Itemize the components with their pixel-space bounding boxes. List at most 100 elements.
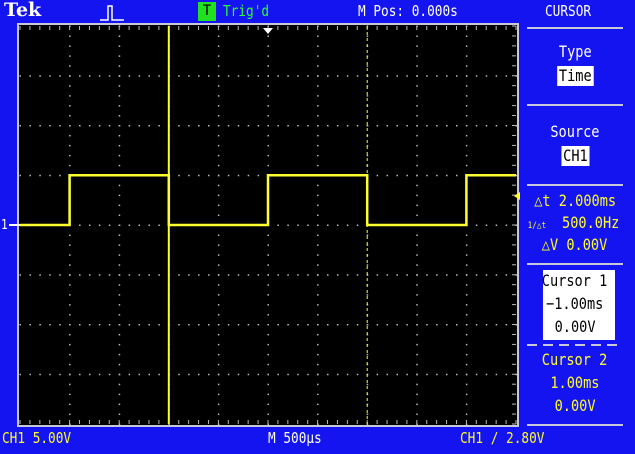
grid-dot: [158, 274, 160, 276]
grid-dot: [465, 154, 468, 157]
grid-dot: [69, 403, 71, 406]
grid-dot: [465, 333, 468, 336]
type-button[interactable]: Time: [520, 66, 630, 86]
grid-dot: [406, 75, 408, 77]
grid-dot: [257, 324, 260, 326]
grid-dot: [69, 363, 71, 366]
grid-dot: [336, 125, 339, 127]
grid-dot: [217, 343, 220, 346]
grid-dot: [317, 324, 319, 326]
grid-dot: [465, 164, 468, 167]
grid-dot: [29, 75, 31, 77]
cursor1-time: −1.00ms: [546, 294, 604, 313]
grid-dot: [436, 274, 438, 276]
grid-dot: [188, 373, 190, 376]
grid-dot: [118, 35, 121, 37]
horizontal-position: M Pos: 0.000s: [358, 2, 458, 20]
cursor2-button[interactable]: Cursor 2: [542, 350, 608, 369]
ch1-scale: CH1 5.00V: [2, 429, 72, 447]
grid-dot: [475, 75, 478, 77]
grid-dot: [188, 174, 190, 177]
grid-dot: [188, 274, 190, 276]
grid-dot: [69, 234, 71, 236]
menu-title: CURSOR: [545, 2, 592, 20]
grid-dot: [118, 224, 121, 226]
grid-dot: [317, 294, 319, 296]
grid-dot: [118, 383, 121, 386]
acquisition-pulse-icon: [100, 5, 124, 21]
grid-dot: [29, 125, 31, 127]
trigger-level-icon: [514, 192, 520, 200]
grid-dot: [217, 274, 220, 276]
grid-dot: [217, 105, 220, 107]
grid-dot: [426, 274, 428, 276]
grid-dot: [267, 353, 269, 356]
grid-dot: [455, 174, 458, 177]
grid-dot: [118, 184, 121, 187]
grid-dot: [336, 324, 339, 326]
grid-dot: [118, 254, 121, 256]
grid-dot: [49, 125, 51, 127]
grid-dot: [267, 294, 269, 296]
grid-dot: [416, 284, 418, 286]
grid-dot: [446, 373, 448, 376]
grid-dot: [217, 244, 220, 246]
cursor1-volts: 0.00V: [554, 317, 596, 336]
source-button[interactable]: CH1: [520, 146, 630, 166]
cursor2-time: 1.00ms: [550, 373, 600, 392]
grid-dot: [267, 373, 269, 376]
grid-dot: [317, 214, 319, 217]
grid-dot: [446, 174, 448, 177]
grid-dot: [118, 45, 121, 47]
grid-dot: [267, 383, 269, 386]
divider: [527, 263, 623, 265]
grid-dot: [366, 413, 369, 416]
grid-dot: [426, 174, 428, 177]
grid-dot: [217, 353, 220, 356]
grid-dot: [118, 333, 121, 336]
grid-dot: [227, 75, 230, 77]
grid-dot: [317, 393, 319, 396]
grid-dot: [465, 85, 468, 87]
grid-dot: [118, 105, 121, 107]
grid-dot: [59, 373, 61, 376]
grid-dot: [207, 373, 210, 376]
grid-dot: [69, 65, 71, 67]
grid-dot: [217, 254, 220, 256]
grid-dot: [158, 373, 160, 376]
grid-dot: [317, 115, 319, 117]
grid-dot: [217, 393, 220, 396]
grid-dot: [317, 55, 319, 57]
grid-dot: [475, 324, 478, 326]
grid-dot: [267, 393, 269, 396]
grid-dot: [267, 413, 269, 416]
grid-dot: [118, 194, 121, 197]
grid-dot: [88, 224, 91, 226]
grid-dot: [346, 274, 349, 276]
cursor1-button[interactable]: [543, 270, 615, 340]
grid-dot: [267, 134, 269, 137]
grid-dot: [69, 324, 71, 326]
grid-dot: [257, 125, 260, 127]
grid-dot: [217, 75, 220, 77]
grid-dot: [29, 174, 31, 177]
grid-dot: [69, 353, 71, 356]
grid-dot: [217, 35, 220, 37]
grid-dot: [69, 154, 71, 157]
source-value: CH1: [561, 146, 589, 166]
grid-dot: [465, 234, 468, 236]
grid-dot: [247, 75, 250, 77]
grid-dot: [386, 373, 389, 376]
grid-dot: [505, 274, 508, 276]
grid-dot: [366, 324, 369, 326]
grid-dot: [267, 254, 269, 256]
grid-dot: [317, 363, 319, 366]
grid-dot: [515, 274, 517, 276]
grid-dot: [118, 363, 121, 366]
grid-dot: [267, 343, 269, 346]
grid-dot: [436, 75, 438, 77]
grid-dot: [217, 115, 220, 117]
grid-dot: [376, 324, 379, 326]
grid-dot: [317, 45, 319, 47]
